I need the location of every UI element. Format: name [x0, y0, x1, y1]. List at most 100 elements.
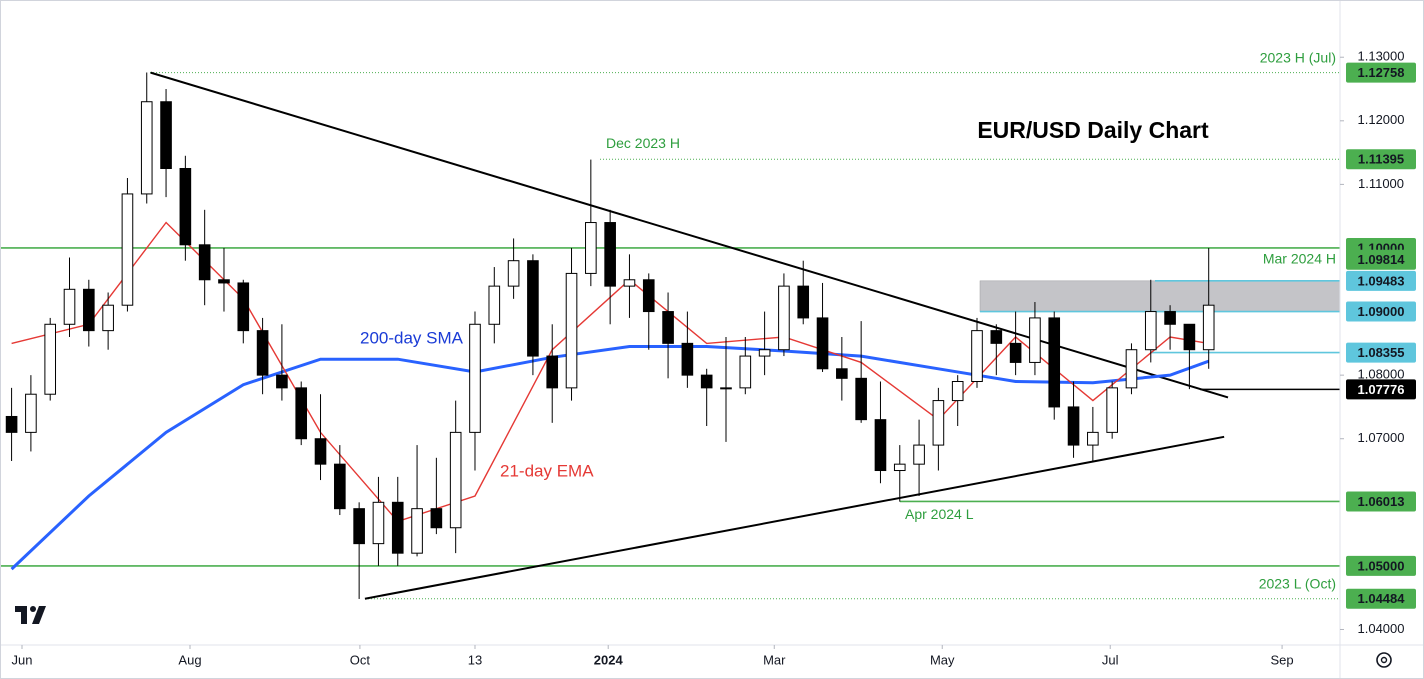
candle-body: [507, 260, 520, 287]
candle-body: [604, 222, 616, 287]
price-badge: [1346, 342, 1416, 363]
price-badge-label: 1.09483: [1358, 273, 1405, 288]
y-tick-label: 1.04000: [1358, 621, 1405, 636]
level-note: Mar 2024 H: [1263, 251, 1336, 267]
trendline: [364, 435, 1225, 600]
candle-body: [816, 317, 829, 370]
candle-body: [951, 381, 964, 402]
candle-body: [102, 304, 114, 332]
candle-body: [855, 377, 867, 421]
candle-body: [63, 288, 76, 325]
x-tick-label: Oct: [350, 652, 371, 667]
x-tick-label: Aug: [178, 652, 201, 667]
price-badge-label: 1.08355: [1358, 345, 1405, 360]
candle-body: [353, 508, 365, 545]
candle-body: [1183, 323, 1196, 351]
candle-body: [797, 285, 810, 319]
candle-body: [25, 393, 37, 433]
candle-body: [469, 323, 481, 433]
candle-body: [295, 387, 308, 440]
candle-body: [218, 279, 230, 284]
candle-body: [430, 508, 443, 529]
zone: [979, 280, 1340, 312]
candle-body: [334, 463, 346, 510]
candle-body: [585, 222, 597, 274]
plot-area: [0, 71, 1340, 600]
candle-body: [758, 349, 771, 357]
candle-body: [990, 330, 1003, 344]
candle-body: [1106, 387, 1118, 433]
price-badge: [1346, 249, 1416, 270]
chart-title: EUR/USD Daily Chart: [977, 117, 1209, 143]
price-badge: [1346, 491, 1416, 512]
candle-body: [1009, 342, 1022, 363]
candle-body: [256, 330, 269, 376]
y-tick-label: 1.08000: [1358, 367, 1405, 382]
price-badge: [1346, 588, 1416, 609]
candle-body: [449, 431, 462, 529]
ma-line: [10, 345, 1210, 571]
candle-body: [778, 285, 790, 351]
candle-body: [527, 260, 539, 357]
candle-body: [681, 342, 694, 376]
price-badge: [1346, 555, 1416, 576]
candle-body: [237, 282, 250, 332]
candle-body: [1067, 406, 1080, 446]
candle-body: [44, 323, 57, 395]
sma-annotation: 200-day SMA: [360, 328, 464, 347]
price-badge-label: 1.09814: [1358, 252, 1406, 267]
price-badge: [1346, 270, 1416, 291]
candle-body: [546, 355, 559, 389]
candle-body: [1125, 349, 1138, 389]
candle-body: [623, 279, 636, 287]
price-badge-label: 1.05000: [1358, 558, 1405, 573]
candle-body: [739, 355, 752, 389]
candle-body: [488, 285, 501, 325]
price-badge: [1346, 301, 1416, 322]
price-badge-label: 1.04484: [1358, 591, 1406, 606]
x-tick-label: Jun: [12, 652, 33, 667]
candle-body: [314, 438, 327, 465]
candle-body: [971, 330, 983, 383]
ema-annotation: 21-day EMA: [500, 461, 594, 480]
candle-body: [179, 167, 192, 246]
price-badge-label: 1.06013: [1358, 494, 1405, 509]
y-tick-label: 1.12000: [1358, 112, 1405, 127]
candle-body: [140, 101, 153, 195]
candle-body: [160, 101, 172, 169]
x-tick-label: 13: [468, 652, 482, 667]
candle-body: [662, 311, 674, 344]
price-badge-label: 1.07776: [1358, 382, 1405, 397]
price-badge: [1346, 379, 1416, 400]
candle-body: [372, 501, 385, 545]
candle-body: [1029, 317, 1041, 363]
price-badge: [1346, 149, 1416, 170]
candle-body: [1087, 431, 1099, 446]
x-tick-label: Sep: [1271, 652, 1294, 667]
candle-body: [83, 288, 95, 332]
candle-body: [121, 193, 134, 306]
candle-body: [1202, 304, 1215, 351]
candle-body: [700, 374, 713, 389]
level-note: Dec 2023 H: [606, 135, 680, 151]
settings-icon[interactable]: [1376, 652, 1392, 668]
candle-body: [276, 374, 288, 389]
x-tick-label: Mar: [763, 652, 786, 667]
level-note: Apr 2024 L: [905, 506, 974, 522]
candle-body: [720, 387, 732, 390]
candle-body: [913, 444, 925, 465]
x-tick-label: 2024: [594, 652, 624, 667]
candle-body: [411, 508, 423, 554]
y-tick-label: 1.07000: [1358, 430, 1405, 445]
candle-body: [1144, 311, 1157, 351]
logo: [15, 606, 46, 624]
x-tick-label: Jul: [1102, 652, 1119, 667]
candle-body: [565, 272, 578, 389]
candle-body: [836, 368, 848, 379]
candle-body: [198, 244, 211, 281]
level-note: 2023 L (Oct): [1259, 575, 1336, 591]
candle-body: [1048, 317, 1061, 408]
y-tick-label: 1.13000: [1358, 49, 1405, 64]
candle-body: [391, 501, 404, 554]
